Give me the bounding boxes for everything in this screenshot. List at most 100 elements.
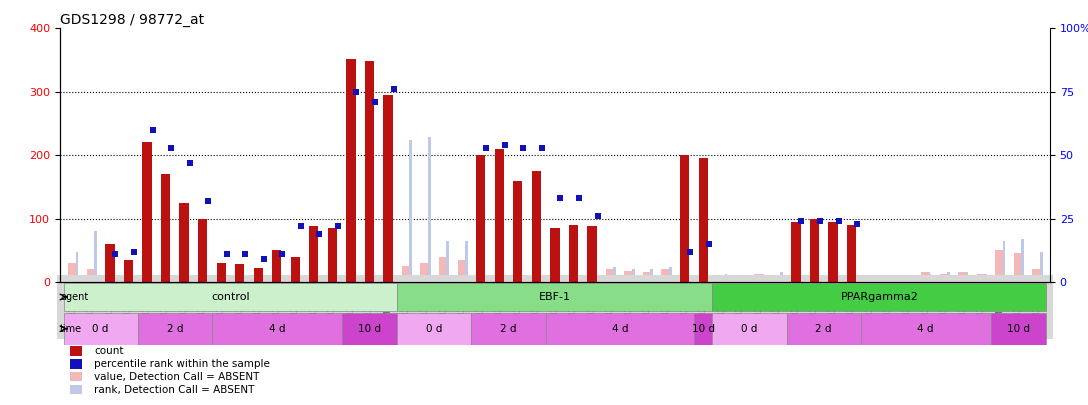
Bar xyxy=(694,313,713,345)
Bar xyxy=(809,219,819,282)
Bar xyxy=(669,267,671,282)
Bar xyxy=(861,313,990,345)
Bar xyxy=(1040,252,1042,282)
Bar xyxy=(70,372,83,382)
Bar xyxy=(477,155,485,282)
Text: 10 d: 10 d xyxy=(1006,324,1030,334)
Bar xyxy=(397,313,471,345)
Bar xyxy=(717,276,727,282)
Bar xyxy=(754,274,764,282)
Text: agent: agent xyxy=(60,292,88,302)
Bar xyxy=(420,263,430,282)
Text: 0 d: 0 d xyxy=(92,324,109,334)
Bar xyxy=(70,359,83,369)
Text: count: count xyxy=(95,346,124,356)
Text: 10 d: 10 d xyxy=(692,324,715,334)
Bar xyxy=(495,149,504,282)
Text: 0 d: 0 d xyxy=(426,324,443,334)
Bar xyxy=(873,277,876,282)
Text: rank, Detection Call = ABSENT: rank, Detection Call = ABSENT xyxy=(95,385,255,395)
Text: control: control xyxy=(211,292,250,302)
Text: percentile rank within the sample: percentile rank within the sample xyxy=(95,359,270,369)
Bar xyxy=(75,252,78,282)
Bar xyxy=(87,269,96,282)
Bar xyxy=(138,313,212,345)
Bar xyxy=(940,274,949,282)
Bar xyxy=(606,269,615,282)
Bar xyxy=(106,244,114,282)
Bar xyxy=(428,137,431,282)
Bar xyxy=(846,225,856,282)
Bar xyxy=(217,263,226,282)
Bar xyxy=(1003,241,1005,282)
Text: 10 d: 10 d xyxy=(358,324,381,334)
Bar xyxy=(446,241,449,282)
Bar xyxy=(70,385,83,394)
Bar xyxy=(713,313,787,345)
Text: 0 d: 0 d xyxy=(741,324,757,334)
Bar xyxy=(680,155,690,282)
Bar xyxy=(643,272,652,282)
Text: 2 d: 2 d xyxy=(500,324,517,334)
Bar xyxy=(438,257,448,282)
Text: 2 d: 2 d xyxy=(166,324,183,334)
Text: GDS1298 / 98772_at: GDS1298 / 98772_at xyxy=(60,13,203,27)
Bar xyxy=(787,313,861,345)
Bar xyxy=(772,276,782,282)
Bar xyxy=(290,257,300,282)
Bar xyxy=(180,203,188,282)
Text: time: time xyxy=(60,324,83,334)
Bar xyxy=(532,171,541,282)
Bar xyxy=(791,222,801,282)
Bar xyxy=(883,276,893,282)
Bar xyxy=(828,222,838,282)
Bar xyxy=(465,241,468,282)
Bar xyxy=(458,260,467,282)
Bar xyxy=(342,313,397,345)
Bar xyxy=(588,226,596,282)
Bar xyxy=(959,273,967,282)
Bar xyxy=(762,274,765,282)
Bar xyxy=(651,269,653,282)
Bar xyxy=(143,143,151,282)
Bar xyxy=(569,225,578,282)
Bar xyxy=(614,267,616,282)
Bar xyxy=(865,276,875,282)
Bar xyxy=(272,250,282,282)
Bar xyxy=(891,277,894,282)
Bar xyxy=(212,313,342,345)
Bar xyxy=(632,269,634,282)
Bar xyxy=(327,228,337,282)
Text: 4 d: 4 d xyxy=(269,324,285,334)
Bar xyxy=(743,277,746,282)
Bar xyxy=(397,283,713,311)
Bar xyxy=(903,277,912,282)
Bar xyxy=(198,219,207,282)
Bar xyxy=(1022,239,1024,282)
Bar xyxy=(947,272,950,282)
Bar xyxy=(346,59,356,282)
Bar xyxy=(69,263,77,282)
Bar xyxy=(698,158,708,282)
Bar xyxy=(662,269,671,282)
Bar xyxy=(965,272,968,282)
Text: EBF-1: EBF-1 xyxy=(539,292,571,302)
Bar xyxy=(1014,254,1023,282)
Bar xyxy=(401,266,411,282)
Text: 2 d: 2 d xyxy=(816,324,832,334)
Bar xyxy=(95,231,97,282)
Bar xyxy=(725,274,727,282)
Bar xyxy=(309,226,319,282)
Bar xyxy=(63,283,397,311)
Bar xyxy=(70,346,83,356)
Bar xyxy=(780,272,783,282)
Bar xyxy=(364,61,374,282)
Text: PPARgamma2: PPARgamma2 xyxy=(840,292,918,302)
Text: value, Detection Call = ABSENT: value, Detection Call = ABSENT xyxy=(95,372,260,382)
Bar xyxy=(383,95,393,282)
Bar xyxy=(409,140,412,282)
Bar xyxy=(977,274,986,282)
Bar xyxy=(235,264,245,282)
Bar xyxy=(514,181,522,282)
Bar xyxy=(63,313,138,345)
